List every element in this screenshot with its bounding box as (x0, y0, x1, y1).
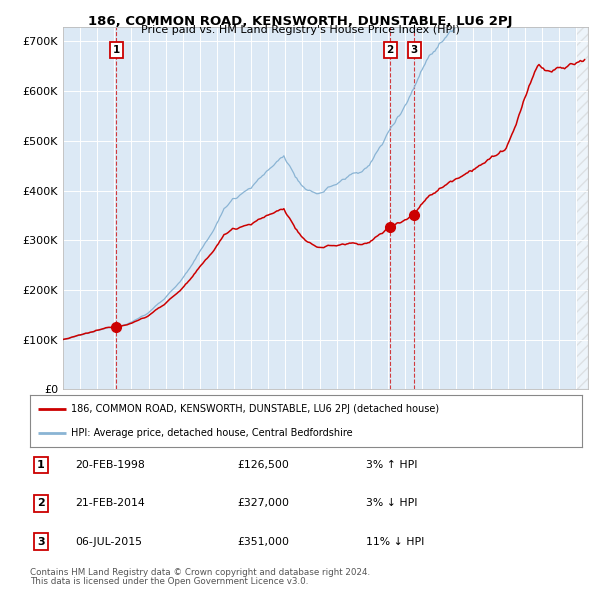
Text: 2: 2 (37, 499, 44, 508)
Text: 3% ↓ HPI: 3% ↓ HPI (366, 499, 418, 508)
Text: 1: 1 (113, 45, 120, 55)
Text: 21-FEB-2014: 21-FEB-2014 (75, 499, 145, 508)
Text: £351,000: £351,000 (237, 537, 289, 546)
Text: Price paid vs. HM Land Registry's House Price Index (HPI): Price paid vs. HM Land Registry's House … (140, 25, 460, 35)
Text: £126,500: £126,500 (237, 460, 289, 470)
Text: 20-FEB-1998: 20-FEB-1998 (75, 460, 145, 470)
Text: HPI: Average price, detached house, Central Bedfordshire: HPI: Average price, detached house, Cent… (71, 428, 353, 438)
Text: 1: 1 (37, 460, 44, 470)
Text: 11% ↓ HPI: 11% ↓ HPI (366, 537, 424, 546)
Text: £327,000: £327,000 (237, 499, 289, 508)
Text: 06-JUL-2015: 06-JUL-2015 (75, 537, 142, 546)
Text: 186, COMMON ROAD, KENSWORTH, DUNSTABLE, LU6 2PJ: 186, COMMON ROAD, KENSWORTH, DUNSTABLE, … (88, 15, 512, 28)
Text: 2: 2 (386, 45, 394, 55)
Text: 3% ↑ HPI: 3% ↑ HPI (366, 460, 418, 470)
Text: Contains HM Land Registry data © Crown copyright and database right 2024.: Contains HM Land Registry data © Crown c… (30, 568, 370, 576)
Text: This data is licensed under the Open Government Licence v3.0.: This data is licensed under the Open Gov… (30, 577, 308, 586)
Text: 186, COMMON ROAD, KENSWORTH, DUNSTABLE, LU6 2PJ (detached house): 186, COMMON ROAD, KENSWORTH, DUNSTABLE, … (71, 404, 440, 414)
Text: 3: 3 (410, 45, 418, 55)
Text: 3: 3 (37, 537, 44, 546)
